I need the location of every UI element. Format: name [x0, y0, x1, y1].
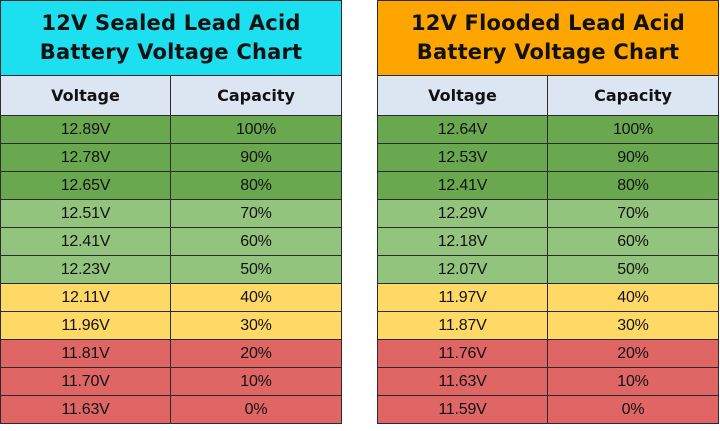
- table-row: 11.81V 20%: [0, 339, 343, 368]
- capacity-cell: 80%: [546, 171, 720, 200]
- voltage-cell: 11.76V: [377, 339, 548, 368]
- column-header-voltage: Voltage: [377, 75, 548, 116]
- voltage-cell: 12.29V: [377, 199, 548, 228]
- capacity-cell: 0%: [169, 395, 343, 424]
- table-row: 12.53V 90%: [377, 143, 720, 172]
- voltage-cell: 11.81V: [0, 339, 171, 368]
- table-row: 12.51V 70%: [0, 199, 343, 228]
- voltage-cell: 11.70V: [0, 367, 171, 396]
- table-row: 11.96V 30%: [0, 311, 343, 340]
- voltage-cell: 12.51V: [0, 199, 171, 228]
- capacity-cell: 10%: [169, 367, 343, 396]
- voltage-cell: 11.96V: [0, 311, 171, 340]
- capacity-cell: 70%: [169, 199, 343, 228]
- table-row: 12.18V 60%: [377, 227, 720, 256]
- capacity-cell: 80%: [169, 171, 343, 200]
- chart-title: 12V Flooded Lead Acid Battery Voltage Ch…: [376, 0, 720, 76]
- chart-title-line-2: Battery Voltage Chart: [39, 40, 303, 64]
- capacity-cell: 60%: [546, 227, 720, 256]
- capacity-cell: 100%: [546, 115, 720, 144]
- voltage-cell: 11.87V: [377, 311, 548, 340]
- capacity-cell: 0%: [546, 395, 720, 424]
- capacity-cell: 100%: [169, 115, 343, 144]
- table-row: 12.65V 80%: [0, 171, 343, 200]
- chart-title-line-1: 12V Flooded Lead Acid: [410, 11, 686, 35]
- table-row: 11.63V 0%: [0, 395, 343, 424]
- voltage-cell: 11.97V: [377, 283, 548, 312]
- table-row: 11.63V 10%: [377, 367, 720, 396]
- voltage-cell: 12.78V: [0, 143, 171, 172]
- capacity-cell: 20%: [546, 339, 720, 368]
- capacity-cell: 90%: [546, 143, 720, 172]
- capacity-cell: 90%: [169, 143, 343, 172]
- table-row: 12.07V 50%: [377, 255, 720, 284]
- voltage-cell: 11.63V: [0, 395, 171, 424]
- table-row: 12.41V 80%: [377, 171, 720, 200]
- table-row: 11.87V 30%: [377, 311, 720, 340]
- voltage-cell: 12.23V: [0, 255, 171, 284]
- flooded-lead-acid-chart: 12V Flooded Lead Acid Battery Voltage Ch…: [376, 0, 720, 424]
- voltage-cell: 12.41V: [0, 227, 171, 256]
- capacity-cell: 50%: [546, 255, 720, 284]
- voltage-cell: 12.53V: [377, 143, 548, 172]
- capacity-cell: 20%: [169, 339, 343, 368]
- column-header-voltage: Voltage: [0, 75, 171, 116]
- capacity-cell: 60%: [169, 227, 343, 256]
- table-row: 11.70V 10%: [0, 367, 343, 396]
- chart-title-line-1: 12V Sealed Lead Acid: [41, 11, 301, 35]
- table-row: 12.41V 60%: [0, 227, 343, 256]
- capacity-cell: 40%: [169, 283, 343, 312]
- sealed-lead-acid-chart: 12V Sealed Lead Acid Battery Voltage Cha…: [0, 0, 343, 424]
- table-row: 12.89V 100%: [0, 115, 343, 144]
- table-row: 12.23V 50%: [0, 255, 343, 284]
- capacity-cell: 70%: [546, 199, 720, 228]
- column-header-capacity: Capacity: [546, 75, 720, 116]
- voltage-cell: 11.59V: [377, 395, 548, 424]
- capacity-cell: 10%: [546, 367, 720, 396]
- column-header-capacity: Capacity: [169, 75, 343, 116]
- capacity-cell: 30%: [169, 311, 343, 340]
- table-row: 11.59V 0%: [377, 395, 720, 424]
- voltage-cell: 12.07V: [377, 255, 548, 284]
- voltage-cell: 12.11V: [0, 283, 171, 312]
- voltage-cell: 12.64V: [377, 115, 548, 144]
- capacity-cell: 40%: [546, 283, 720, 312]
- voltage-cell: 12.41V: [377, 171, 548, 200]
- table-row: 12.78V 90%: [0, 143, 343, 172]
- voltage-cell: 12.65V: [0, 171, 171, 200]
- table-row: 12.29V 70%: [377, 199, 720, 228]
- voltage-cell: 12.18V: [377, 227, 548, 256]
- table-row: 11.76V 20%: [377, 339, 720, 368]
- chart-title-line-2: Battery Voltage Chart: [416, 40, 680, 64]
- table-row: 11.97V 40%: [377, 283, 720, 312]
- voltage-cell: 12.89V: [0, 115, 171, 144]
- table-row: 12.64V 100%: [377, 115, 720, 144]
- chart-title: 12V Sealed Lead Acid Battery Voltage Cha…: [0, 0, 343, 76]
- table-row: 12.11V 40%: [0, 283, 343, 312]
- voltage-cell: 11.63V: [377, 367, 548, 396]
- capacity-cell: 50%: [169, 255, 343, 284]
- capacity-cell: 30%: [546, 311, 720, 340]
